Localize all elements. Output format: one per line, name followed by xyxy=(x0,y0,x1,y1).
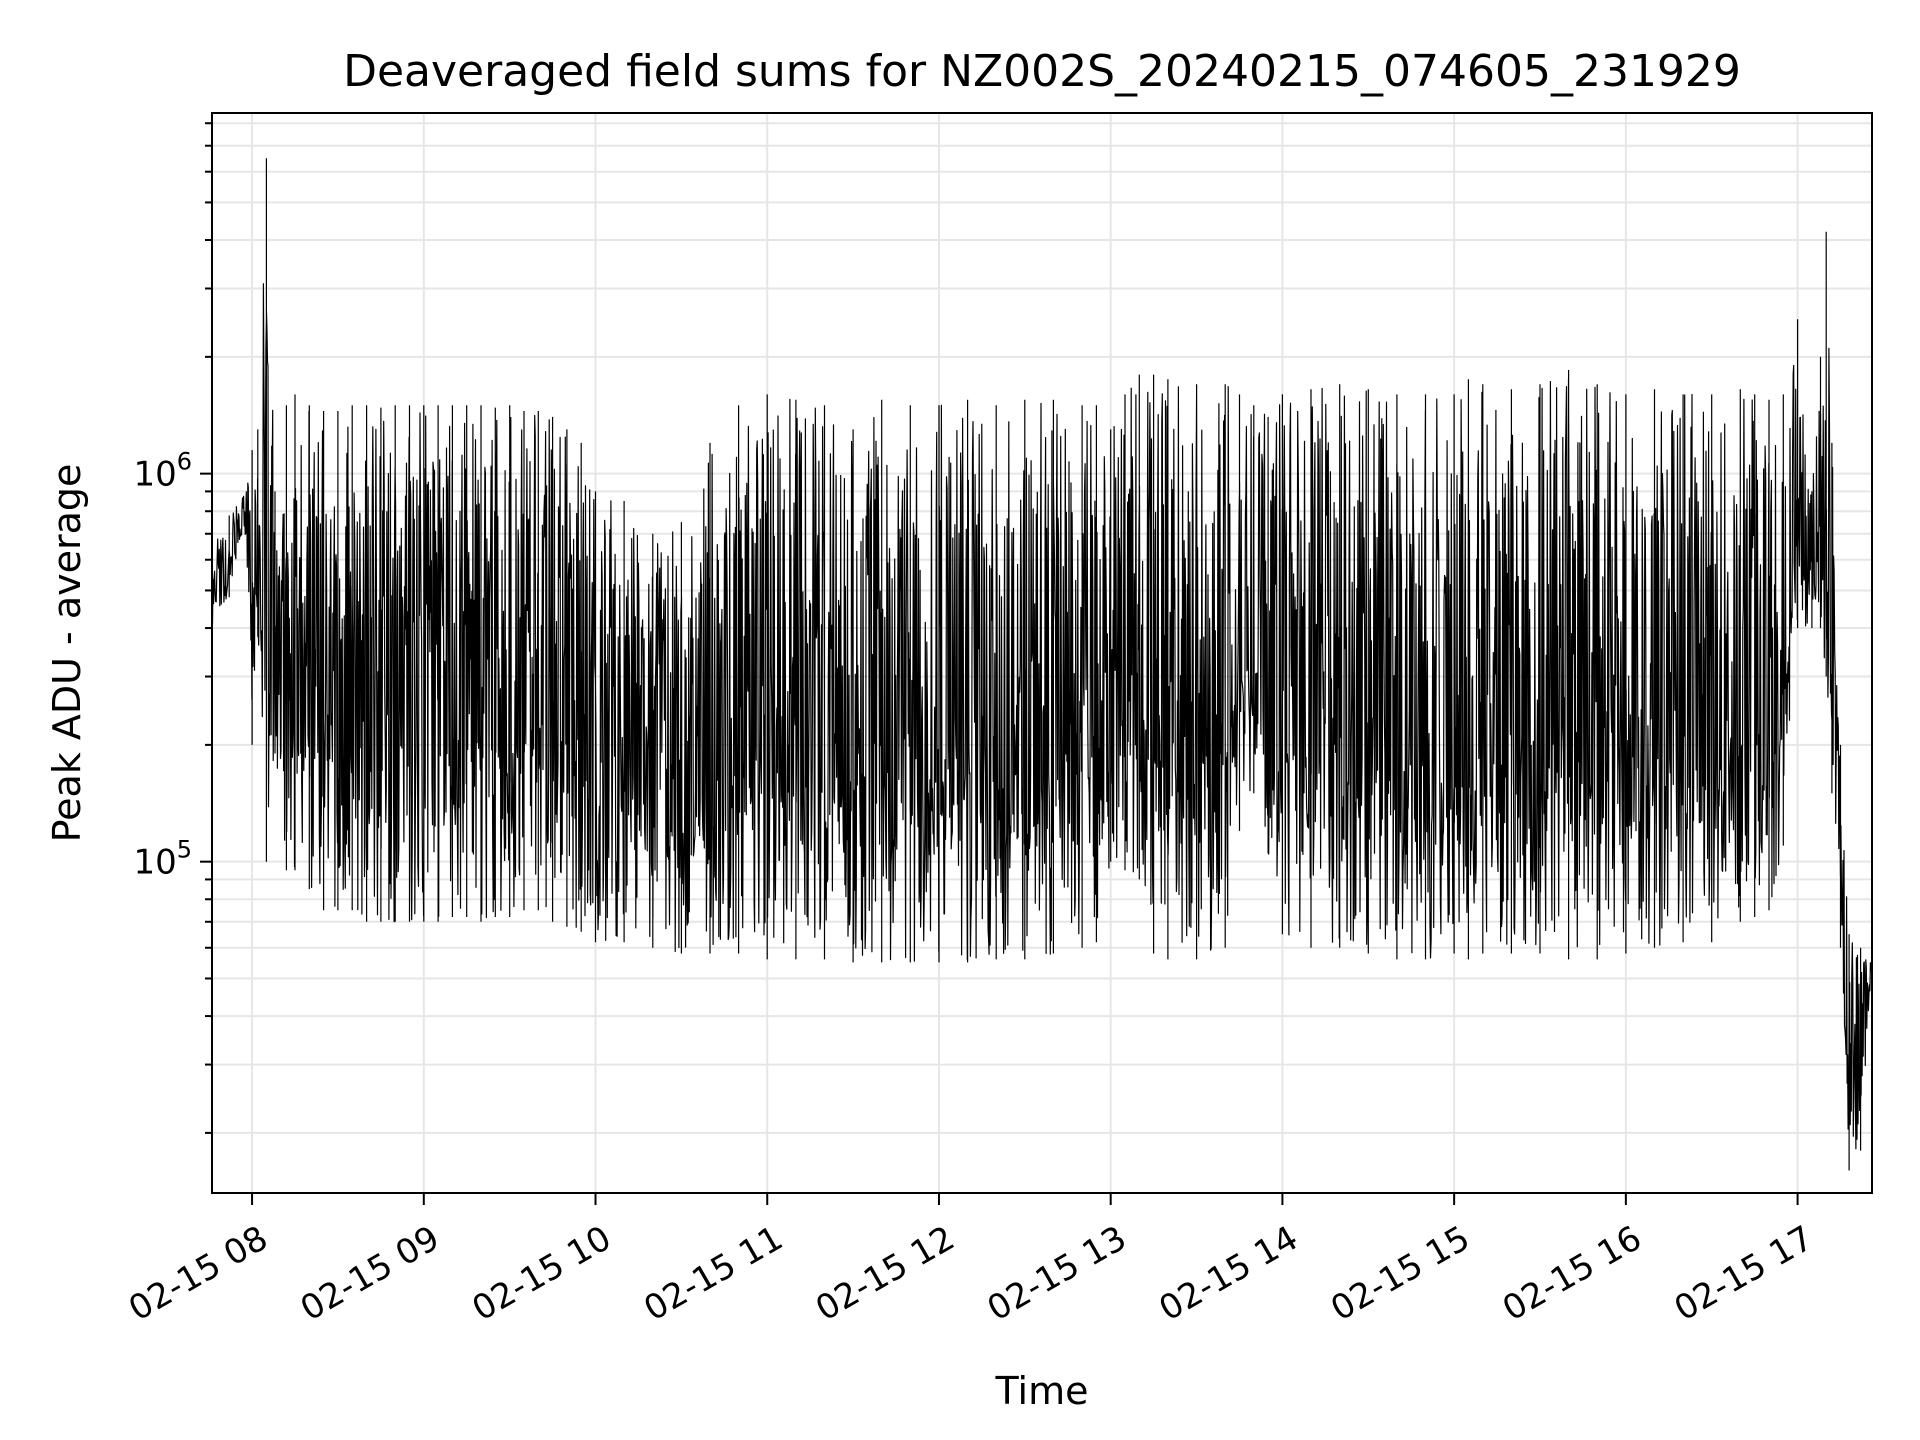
x-tick-label: 02-15 17 xyxy=(1668,1218,1820,1329)
x-axis: 02-15 08 02-15 09 02-15 10 02-15 11 02-15 12… xyxy=(122,1193,1820,1329)
series-path xyxy=(211,158,1873,1171)
x-tick-label: 02-15 15 xyxy=(1324,1218,1476,1329)
y-tick-label: 105 xyxy=(133,836,192,883)
x-tick-label: 02-15 14 xyxy=(1153,1218,1305,1329)
x-tick-label: 02-15 12 xyxy=(809,1218,961,1329)
x-tick-label: 02-15 16 xyxy=(1496,1218,1648,1329)
plot-area xyxy=(211,112,1873,1194)
y-axis-label: Peak ADU - average xyxy=(45,464,89,843)
x-tick-label: 02-15 10 xyxy=(466,1218,618,1329)
x-tick-label: 02-15 13 xyxy=(981,1218,1133,1329)
chart-title: Deaveraged field sums for NZ002S_2024021… xyxy=(343,46,1741,97)
x-tick-label: 02-15 09 xyxy=(294,1218,446,1329)
x-axis-label: Time xyxy=(995,1369,1089,1413)
y-tick-label: 106 xyxy=(133,448,192,495)
x-tick-label: 02-15 11 xyxy=(637,1218,789,1329)
x-tick-label: 02-15 08 xyxy=(122,1218,274,1329)
y-axis: 105 106 xyxy=(133,122,212,1134)
series-line xyxy=(211,158,1873,1171)
